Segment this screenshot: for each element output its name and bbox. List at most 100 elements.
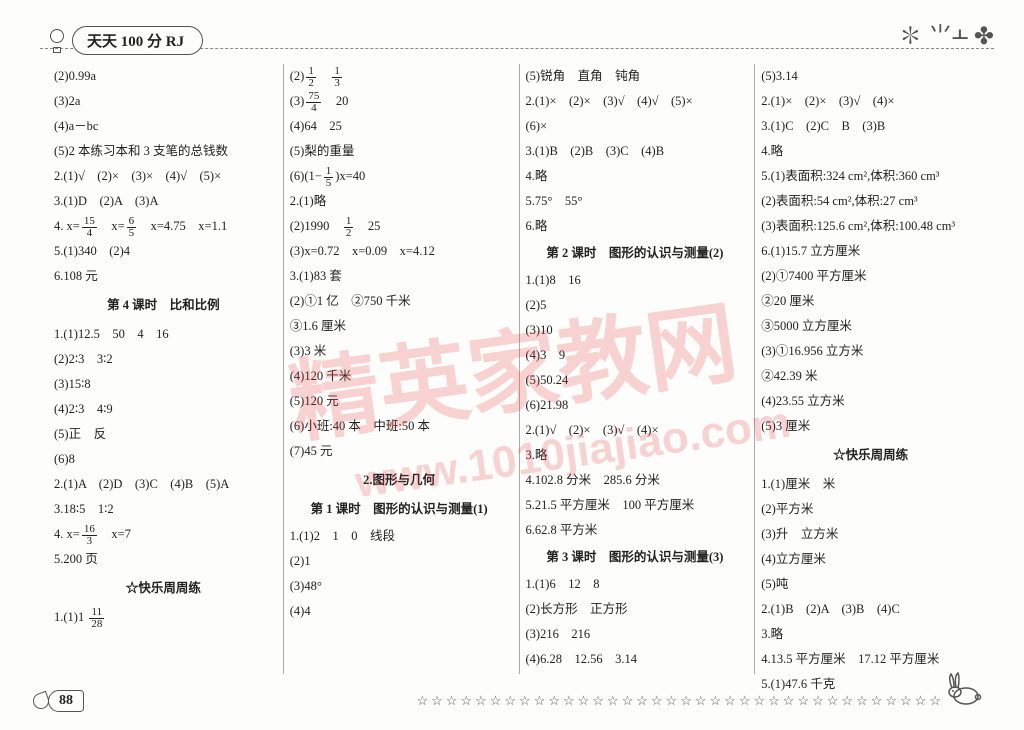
answer-line: (2)2∶3 3∶2 (54, 347, 273, 372)
answer-line: (4)a－bc (54, 114, 273, 139)
column-3: (5)锐角 直角 钝角2.(1)× (2)× (3)√ (4)√ (5)×(6)… (520, 64, 756, 674)
answer-line: (2)长方形 正方形 (526, 597, 745, 622)
answer-line: (2)①7400 平方厘米 (761, 264, 980, 289)
answer-line: (3)①16.956 立方米 (761, 339, 980, 364)
answer-line: (2)1 (290, 549, 509, 574)
answer-line: ②42.39 米 (761, 364, 980, 389)
answer-line: 3.(1)B (2)B (3)C (4)B (526, 139, 745, 164)
answer-line: 5.(1)表面积:324 cm²,体积:360 cm³ (761, 164, 980, 189)
answer-line: (6)× (526, 114, 745, 139)
answer-line: 1.(1)2 1 0 线段 (290, 524, 509, 549)
answer-line: 1.(1)厘米 米 (761, 472, 980, 497)
answer-line: 6.(1)15.7 立方厘米 (761, 239, 980, 264)
answer-line: 3.(1)D (2)A (3)A (54, 189, 273, 214)
answer-line: (4)4 (290, 599, 509, 624)
answer-line: 4. x=154 x=65 x=4.75 x=1.1 (54, 214, 273, 239)
answer-line: 4.102.8 分米 285.6 分米 (526, 468, 745, 493)
section-heading: ☆快乐周周练 (54, 576, 273, 601)
answer-line: 6.略 (526, 214, 745, 239)
answer-line: (5)正 反 (54, 422, 273, 447)
subsection-heading: 第 1 课时 图形的认识与测量(1) (290, 497, 509, 522)
answer-line: 2.(1)× (2)× (3)√ (4)× (761, 89, 980, 114)
answer-line: (2)1990 12 25 (290, 214, 509, 239)
answer-line: (5)梨的重量 (290, 139, 509, 164)
answer-line: (3)754 20 (290, 89, 509, 114)
answer-line: (3)48° (290, 574, 509, 599)
answer-line: (6)小班:40 本 中班:50 本 (290, 414, 509, 439)
section-heading: 第 4 课时 比和比例 (54, 293, 273, 318)
answer-line: (3)216 216 (526, 622, 745, 647)
answer-line: 6.108 元 (54, 264, 273, 289)
section-heading: ☆快乐周周练 (761, 443, 980, 468)
answer-line: 2.(1)√ (2)× (3)√ (4)× (526, 418, 745, 443)
answer-line: 4.13.5 平方厘米 17.12 平方厘米 (761, 647, 980, 672)
answer-line: 6.62.8 平方米 (526, 518, 745, 543)
answer-line: 5.200 页 (54, 547, 273, 572)
answer-line: 1.(1)6 12 8 (526, 572, 745, 597)
answer-line: (6)8 (54, 447, 273, 472)
answer-line: (2)5 (526, 293, 745, 318)
answer-line: (3)x=0.72 x=0.09 x=4.12 (290, 239, 509, 264)
answer-line: 3.略 (761, 622, 980, 647)
answer-line: (3)升 立方米 (761, 522, 980, 547)
answer-line: (4)64 25 (290, 114, 509, 139)
answer-line: (7)45 元 (290, 439, 509, 464)
answer-line: 2.(1)略 (290, 189, 509, 214)
answer-line: 3.(1)C (2)C B (3)B (761, 114, 980, 139)
answer-line: 4. x=163 x=7 (54, 522, 273, 547)
answer-line: (2)0.99a (54, 64, 273, 89)
answer-line: 4.略 (761, 139, 980, 164)
column-1: (2)0.99a(3)2a(4)a－bc(5)2 本练习本和 3 支笔的总钱数2… (48, 64, 284, 674)
answer-line: (4)2∶3 4∶9 (54, 397, 273, 422)
subsection-heading: 第 2 课时 图形的认识与测量(2) (526, 241, 745, 266)
answer-line: (2)平方米 (761, 497, 980, 522)
answer-line: (4)120 千米 (290, 364, 509, 389)
header-badge: 天天 100 分 RJ (48, 26, 203, 55)
footer-stars: ☆☆☆☆☆☆☆☆☆☆☆☆☆☆☆☆☆☆☆☆☆☆☆☆☆☆☆☆☆☆☆☆☆☆☆☆ (84, 693, 994, 709)
answer-line: 2.(1)√ (2)× (3)× (4)√ (5)× (54, 164, 273, 189)
answer-line: (3)表面积:125.6 cm²,体积:100.48 cm³ (761, 214, 980, 239)
answer-line: (3)3 米 (290, 339, 509, 364)
answer-line: 5.75° 55° (526, 189, 745, 214)
answer-line: (2)12 13 (290, 64, 509, 89)
answer-line: (3)15∶8 (54, 372, 273, 397)
answer-line: ③1.6 厘米 (290, 314, 509, 339)
answer-line: 3.(1)83 套 (290, 264, 509, 289)
answer-line: (2)表面积:54 cm²,体积:27 cm³ (761, 189, 980, 214)
answer-line: (2)①1 亿 ②750 千米 (290, 289, 509, 314)
answer-line: (5)3 厘米 (761, 414, 980, 439)
content-columns: (2)0.99a(3)2a(4)a－bc(5)2 本练习本和 3 支笔的总钱数2… (48, 64, 990, 674)
answer-line: (3)2a (54, 89, 273, 114)
answer-line: (5)锐角 直角 钝角 (526, 64, 745, 89)
answer-line: (4)3 9 (526, 343, 745, 368)
book-title: 天天 100 分 RJ (72, 26, 203, 55)
header-grass-icon: ✽ ⺌Ⲳ ✤ (898, 16, 994, 52)
answer-line: (4)23.55 立方米 (761, 389, 980, 414)
answer-line: (5)3.14 (761, 64, 980, 89)
answer-line: ③5000 立方厘米 (761, 314, 980, 339)
answer-line: 5.(1)340 (2)4 (54, 239, 273, 264)
answer-line: 1.(1)1 1128 (54, 605, 273, 630)
answer-line: 2.(1)B (2)A (3)B (4)C (761, 597, 980, 622)
answer-line: (5)吨 (761, 572, 980, 597)
page-number: 88 (48, 690, 84, 712)
answer-line: 1.(1)8 16 (526, 268, 745, 293)
answer-line: (6)(1−15)x=40 (290, 164, 509, 189)
section-heading: 2.图形与几何 (290, 468, 509, 493)
balloon-icon (48, 29, 66, 53)
answer-line: (5)120 元 (290, 389, 509, 414)
answer-line: 2.(1)A (2)D (3)C (4)B (5)A (54, 472, 273, 497)
column-2: (2)12 13(3)754 20(4)64 25(5)梨的重量(6)(1−15… (284, 64, 520, 674)
answer-line: 2.(1)× (2)× (3)√ (4)√ (5)× (526, 89, 745, 114)
answer-line: ②20 厘米 (761, 289, 980, 314)
answer-line: (5)50.24 (526, 368, 745, 393)
answer-line: 3.略 (526, 443, 745, 468)
answer-line: 5.21.5 平方厘米 100 平方厘米 (526, 493, 745, 518)
answer-line: (5)2 本练习本和 3 支笔的总钱数 (54, 139, 273, 164)
answer-line: (6)21.98 (526, 393, 745, 418)
column-4: (5)3.142.(1)× (2)× (3)√ (4)×3.(1)C (2)C … (755, 64, 990, 674)
answer-line: (4)6.28 12.56 3.14 (526, 647, 745, 672)
subsection-heading: 第 3 课时 图形的认识与测量(3) (526, 545, 745, 570)
footer: 88 ☆☆☆☆☆☆☆☆☆☆☆☆☆☆☆☆☆☆☆☆☆☆☆☆☆☆☆☆☆☆☆☆☆☆☆☆ (48, 690, 994, 712)
answer-line: (4)立方厘米 (761, 547, 980, 572)
